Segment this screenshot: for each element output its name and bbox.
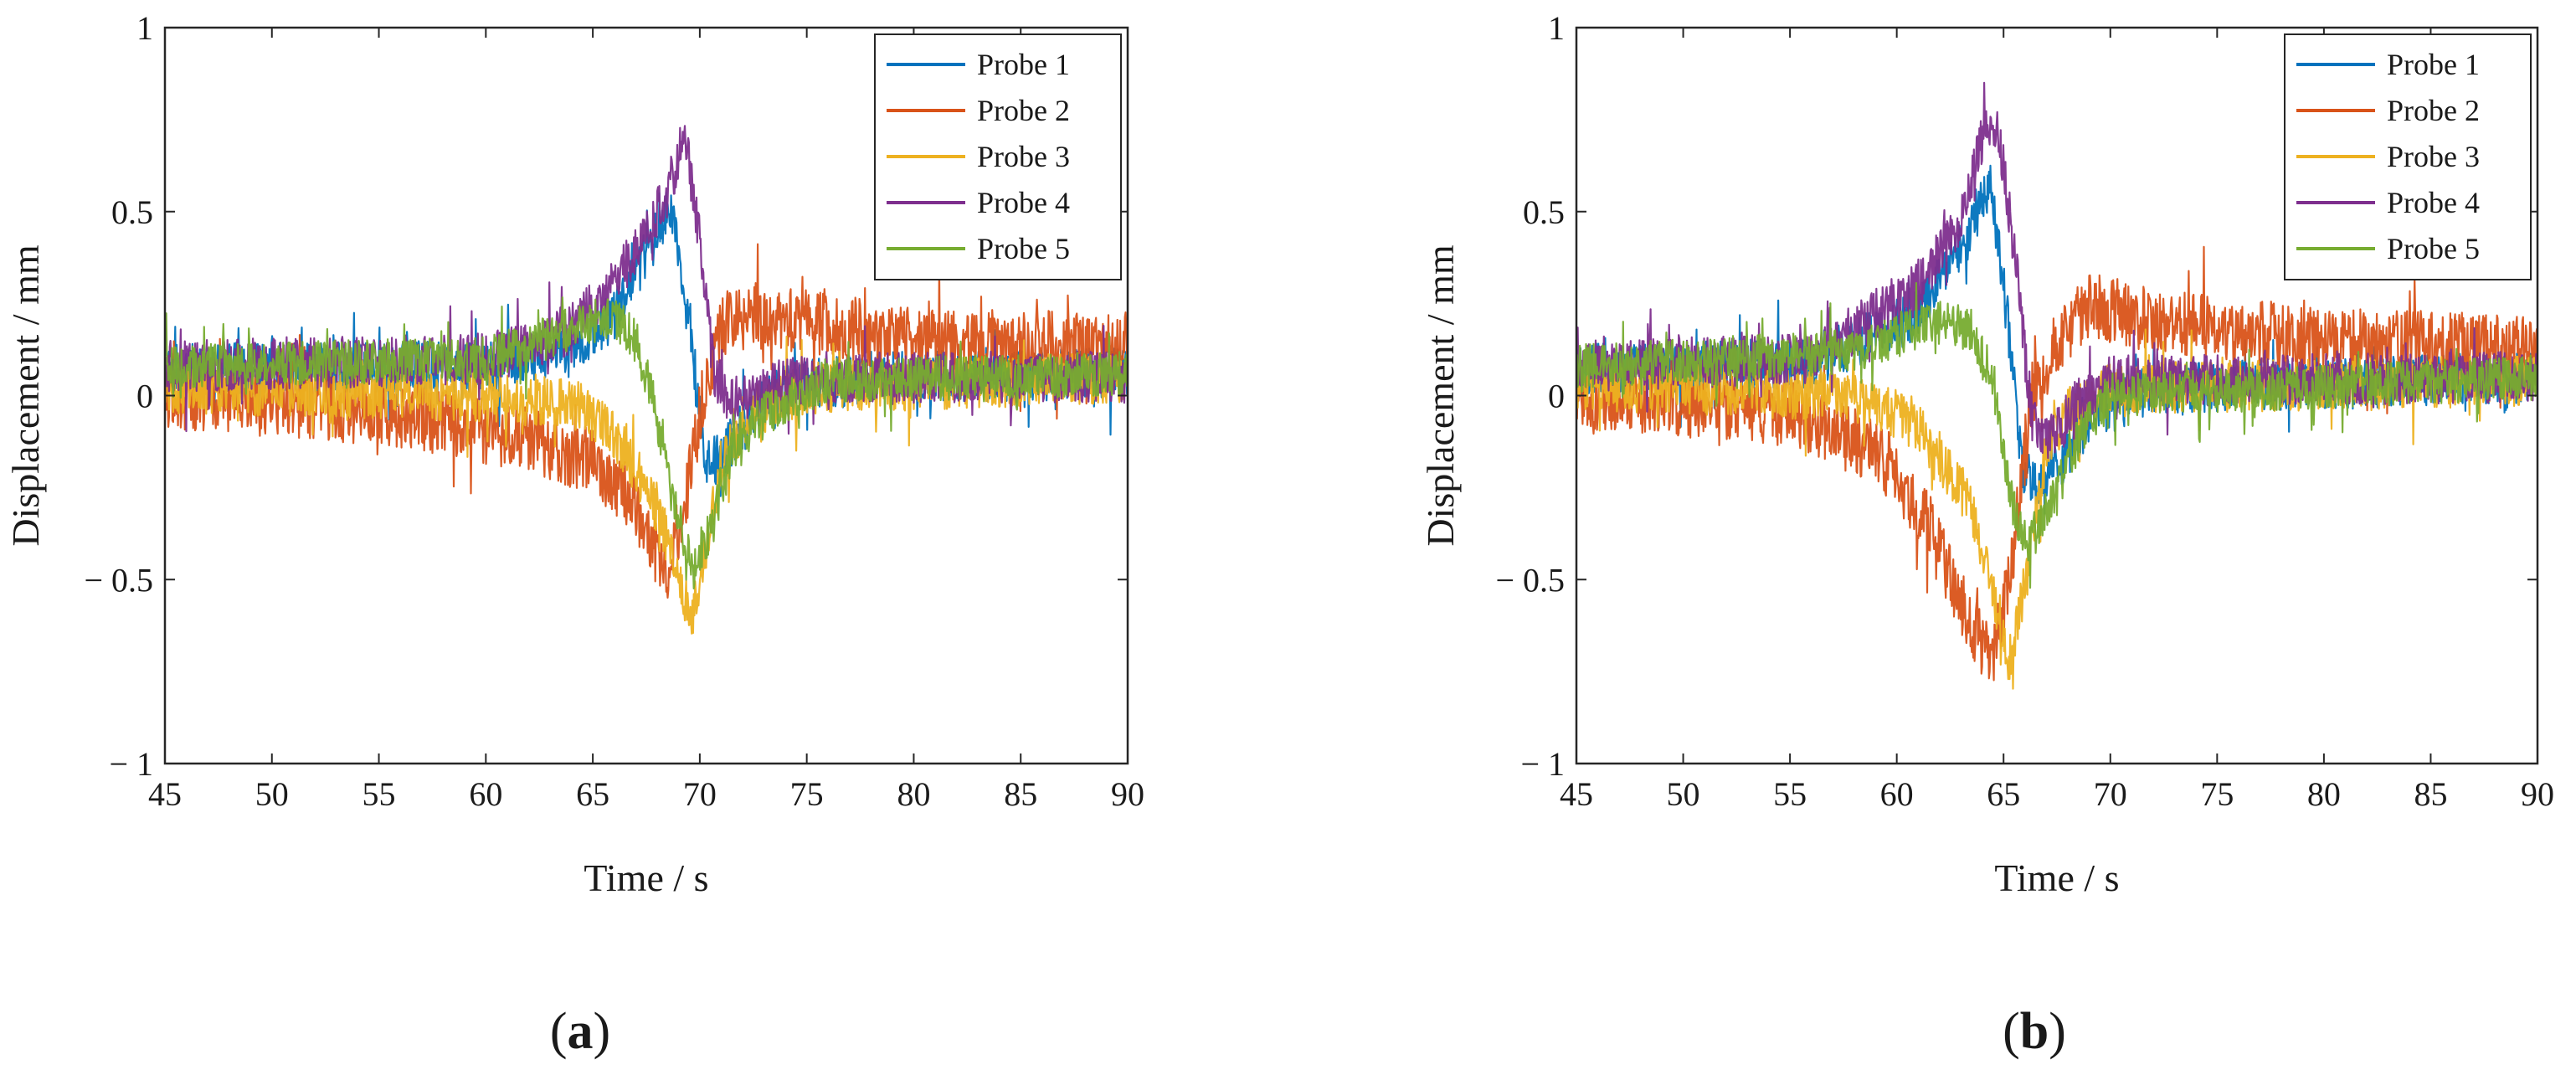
y-axis-label: Displacement / mm bbox=[4, 244, 47, 546]
x-axis-label: Time / s bbox=[1994, 856, 2119, 899]
x-tick-label: 90 bbox=[2521, 775, 2554, 813]
legend-label-probe-4: Probe 4 bbox=[2387, 186, 2480, 219]
panel-label-open: ( bbox=[550, 1003, 568, 1060]
x-tick-label: 80 bbox=[897, 775, 930, 813]
y-tick-label: − 0.5 bbox=[84, 561, 153, 599]
y-tick-label: − 1 bbox=[1520, 745, 1565, 783]
legend-label-probe-5: Probe 5 bbox=[977, 232, 1070, 265]
panel-label-letter: b bbox=[2020, 1003, 2049, 1060]
legend-label-probe-5: Probe 5 bbox=[2387, 232, 2480, 265]
legend-label-probe-1: Probe 1 bbox=[2387, 48, 2480, 81]
x-tick-label: 75 bbox=[790, 775, 824, 813]
chart-panel-a: 45 50 55 60 65 70 75 80 85 90 − 1 − 0.5 0 0.5 1 Time / … bbox=[4, 9, 1144, 1060]
series-group bbox=[1576, 81, 2537, 690]
legend: Probe 1 Probe 2 Probe 3 Probe 4 Probe 5 bbox=[2284, 33, 2532, 280]
panel-label-close: ) bbox=[594, 1003, 611, 1060]
panel-label: (b) bbox=[2003, 1003, 2066, 1060]
x-tick-label: 75 bbox=[2200, 775, 2234, 813]
x-tick-label: 70 bbox=[683, 775, 717, 813]
x-tick-label: 70 bbox=[2094, 775, 2127, 813]
legend-label-probe-2: Probe 2 bbox=[977, 94, 1070, 127]
y-tick-label: 0 bbox=[1548, 378, 1565, 415]
chart-panel-b: 45 50 55 60 65 70 75 80 85 90 − 1 − 0.5 0 0.5 1 Time / … bbox=[1419, 9, 2554, 1060]
x-tick-label: 85 bbox=[1004, 775, 1037, 813]
legend-label-probe-2: Probe 2 bbox=[2387, 94, 2480, 127]
panel-label-close: ) bbox=[2049, 1003, 2066, 1060]
series-line-probe-5 bbox=[165, 296, 1128, 590]
panel-label: (a) bbox=[550, 1003, 610, 1060]
legend: Probe 1 Probe 2 Probe 3 Probe 4 Probe 5 bbox=[874, 33, 1122, 280]
x-tick-label: 60 bbox=[1880, 775, 1914, 813]
legend-label-probe-1: Probe 1 bbox=[977, 48, 1070, 81]
x-tick-label: 90 bbox=[1111, 775, 1144, 813]
y-axis-label: Displacement / mm bbox=[1419, 244, 1462, 546]
x-tick-label: 55 bbox=[1773, 775, 1807, 813]
panel-label-open: ( bbox=[2003, 1003, 2020, 1060]
legend-label-probe-4: Probe 4 bbox=[977, 186, 1070, 219]
x-tick-label: 50 bbox=[255, 775, 289, 813]
x-tick-label: 80 bbox=[2307, 775, 2341, 813]
x-tick-label: 45 bbox=[1560, 775, 1593, 813]
series-group bbox=[165, 125, 1128, 635]
legend-label-probe-3: Probe 3 bbox=[2387, 140, 2480, 173]
x-tick-label: 85 bbox=[2414, 775, 2447, 813]
y-tick-label: − 0.5 bbox=[1495, 561, 1565, 599]
y-tick-label: 1 bbox=[1548, 9, 1565, 47]
y-tick-label: 0.5 bbox=[1523, 193, 1565, 231]
x-axis-label: Time / s bbox=[584, 856, 708, 899]
x-tick-label: 55 bbox=[362, 775, 396, 813]
x-tick-label: 45 bbox=[148, 775, 182, 813]
y-tick-label: 0 bbox=[136, 378, 153, 415]
y-tick-label: 1 bbox=[136, 9, 153, 47]
y-tick-label: − 1 bbox=[109, 745, 153, 783]
series-line-probe-5 bbox=[1576, 281, 2537, 589]
x-tick-label: 65 bbox=[576, 775, 609, 813]
panel-label-letter: a bbox=[568, 1003, 594, 1060]
y-tick-label: 0.5 bbox=[111, 193, 153, 231]
x-tick-label: 60 bbox=[469, 775, 502, 813]
legend-label-probe-3: Probe 3 bbox=[977, 140, 1070, 173]
x-tick-label: 50 bbox=[1667, 775, 1700, 813]
x-tick-label: 65 bbox=[1987, 775, 2020, 813]
